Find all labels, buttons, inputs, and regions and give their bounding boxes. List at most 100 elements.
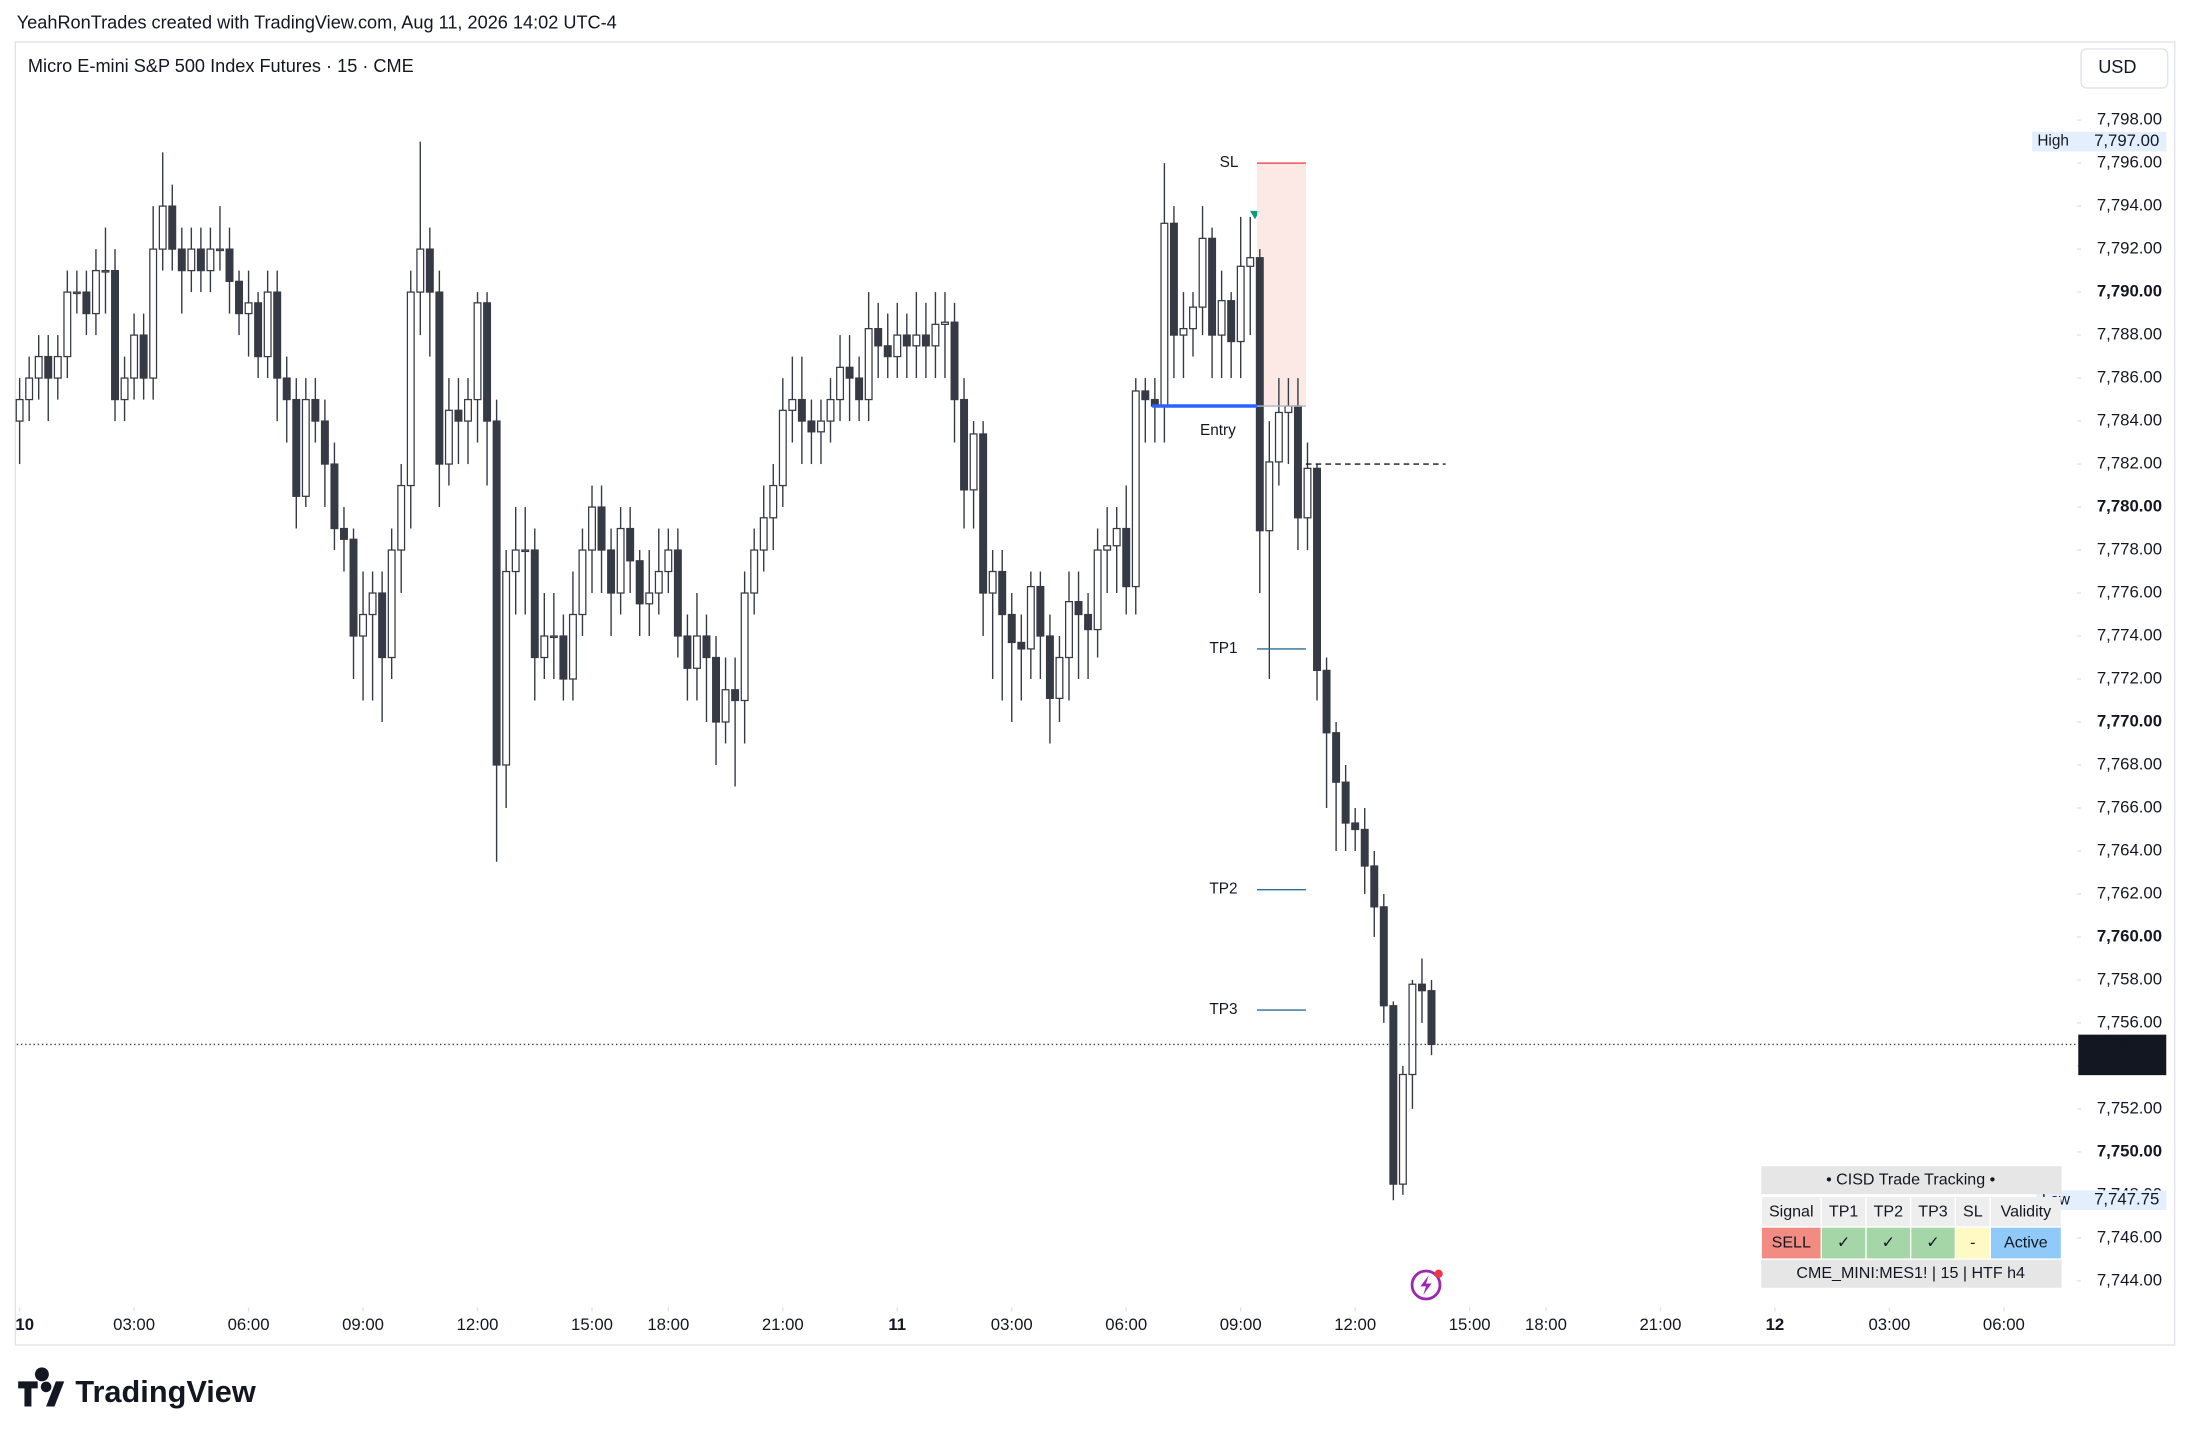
lightning-icon[interactable] bbox=[1410, 1269, 1443, 1301]
candle-body bbox=[1332, 732, 1341, 783]
table-value-cell bbox=[1990, 1227, 2061, 1259]
table-header-cell bbox=[1990, 1196, 2061, 1227]
candle-body bbox=[626, 527, 635, 562]
candle-body bbox=[158, 205, 167, 250]
candle-body bbox=[359, 613, 368, 637]
candle-body bbox=[1208, 237, 1217, 336]
y-tick-label: 7,784.00 bbox=[2097, 410, 2162, 429]
marker-box bbox=[2036, 1190, 2167, 1211]
last-price-label: 7,755.00 bbox=[2094, 1034, 2159, 1053]
y-tick-label: 7,770.00 bbox=[2097, 711, 2162, 730]
y-tick-label: 7,744.00 bbox=[2097, 1270, 2162, 1289]
candle-body bbox=[683, 635, 692, 669]
candle-body bbox=[845, 366, 854, 379]
candle-body bbox=[816, 420, 825, 433]
candle-body bbox=[196, 248, 205, 272]
candle-body bbox=[25, 377, 34, 401]
candle-body bbox=[311, 398, 320, 422]
marker-label: High bbox=[2037, 133, 2069, 150]
y-tick-label: 7,768.00 bbox=[2097, 754, 2162, 773]
candle-body bbox=[1427, 990, 1436, 1046]
candle-body bbox=[1417, 983, 1426, 992]
candle-body bbox=[931, 323, 940, 347]
candle-body bbox=[1007, 613, 1016, 644]
y-tick-label: 7,774.00 bbox=[2097, 625, 2162, 644]
candle-body bbox=[1255, 257, 1264, 532]
candle-body bbox=[769, 484, 778, 519]
candle-body bbox=[397, 484, 406, 551]
candle-body bbox=[1274, 411, 1283, 463]
y-tick-label: 7,796.00 bbox=[2097, 153, 2162, 172]
candle-body bbox=[1169, 222, 1178, 336]
y-tick-label: 7,760.00 bbox=[2097, 926, 2162, 945]
candle-body bbox=[454, 409, 463, 422]
y-tick-label: 7,750.00 bbox=[2097, 1141, 2162, 1160]
candle-body bbox=[1141, 390, 1150, 401]
candle-body bbox=[588, 506, 596, 551]
candle-body bbox=[1322, 669, 1331, 734]
candle-body bbox=[483, 302, 492, 422]
candle-body bbox=[111, 269, 120, 401]
x-tick-label: 12 bbox=[1766, 1315, 1785, 1334]
candle-body bbox=[120, 377, 129, 401]
candle-body bbox=[530, 549, 539, 659]
table-header: TP3 bbox=[1918, 1203, 1948, 1221]
candle-body bbox=[998, 570, 1007, 616]
candle-body bbox=[1189, 306, 1197, 330]
candle-body bbox=[988, 570, 997, 594]
table-value: Active bbox=[2004, 1233, 2048, 1251]
candle-body bbox=[511, 549, 520, 573]
candle-body bbox=[1017, 641, 1026, 650]
candle-body bbox=[645, 592, 654, 605]
table-header-cell bbox=[1821, 1196, 1866, 1227]
candle-body bbox=[912, 334, 921, 347]
candle-body bbox=[1303, 467, 1312, 519]
x-tick-label: 11 bbox=[888, 1315, 906, 1334]
candle-body bbox=[664, 549, 673, 573]
currency[interactable]: USD bbox=[2098, 57, 2136, 77]
candle-body bbox=[492, 420, 501, 766]
level-label: TP2 bbox=[1209, 881, 1237, 898]
table-header: SL bbox=[1963, 1203, 1983, 1221]
candle-body bbox=[1370, 865, 1379, 908]
candle-body bbox=[855, 377, 864, 401]
candle-body bbox=[1093, 549, 1102, 631]
y-tick-label: 7,752.00 bbox=[2097, 1098, 2162, 1117]
candle-body bbox=[864, 328, 873, 401]
table-header-cell bbox=[1911, 1196, 1955, 1227]
candle-body bbox=[1179, 328, 1188, 336]
table-header: TP2 bbox=[1874, 1203, 1904, 1221]
candle-body bbox=[425, 248, 434, 293]
candle-body bbox=[1065, 600, 1073, 659]
countdown: 12:21 bbox=[2092, 1052, 2134, 1071]
candle-body bbox=[292, 398, 301, 497]
candle-body bbox=[635, 560, 644, 605]
candle-body bbox=[731, 689, 740, 702]
candle-body bbox=[712, 656, 721, 723]
candle-body bbox=[225, 248, 234, 282]
y-tick-label: 7,794.00 bbox=[2097, 196, 2162, 215]
candle-body bbox=[1360, 828, 1369, 867]
table-title: • CISD Trade Tracking • bbox=[1826, 1170, 1995, 1188]
level-label: TP1 bbox=[1209, 640, 1237, 657]
marker-box bbox=[2032, 131, 2167, 152]
y-tick-label: 7,764.00 bbox=[2097, 840, 2162, 859]
candle-body bbox=[654, 570, 663, 594]
table-value: SELL bbox=[1772, 1233, 1811, 1251]
table-value-cell bbox=[1911, 1227, 1955, 1259]
candle-body bbox=[673, 549, 682, 637]
currency-button[interactable] bbox=[2080, 48, 2169, 89]
table-header-cell bbox=[1956, 1196, 1990, 1227]
x-tick-label: 06:00 bbox=[228, 1315, 270, 1334]
candle-body bbox=[740, 592, 749, 702]
chart-title: Micro E-mini S&P 500 Index Futures · 15 … bbox=[28, 56, 414, 76]
table-footer-bg bbox=[1761, 1259, 2062, 1288]
last-price-box bbox=[2078, 1034, 2167, 1076]
table-footer: CME_MINI:MES1! | 15 | HTF h4 bbox=[1796, 1264, 2025, 1282]
candle-body bbox=[607, 549, 616, 594]
table-value: ✓ bbox=[1882, 1233, 1895, 1251]
candle-body bbox=[101, 269, 110, 273]
candle-body bbox=[63, 291, 72, 358]
level-label: TP3 bbox=[1209, 1001, 1237, 1018]
